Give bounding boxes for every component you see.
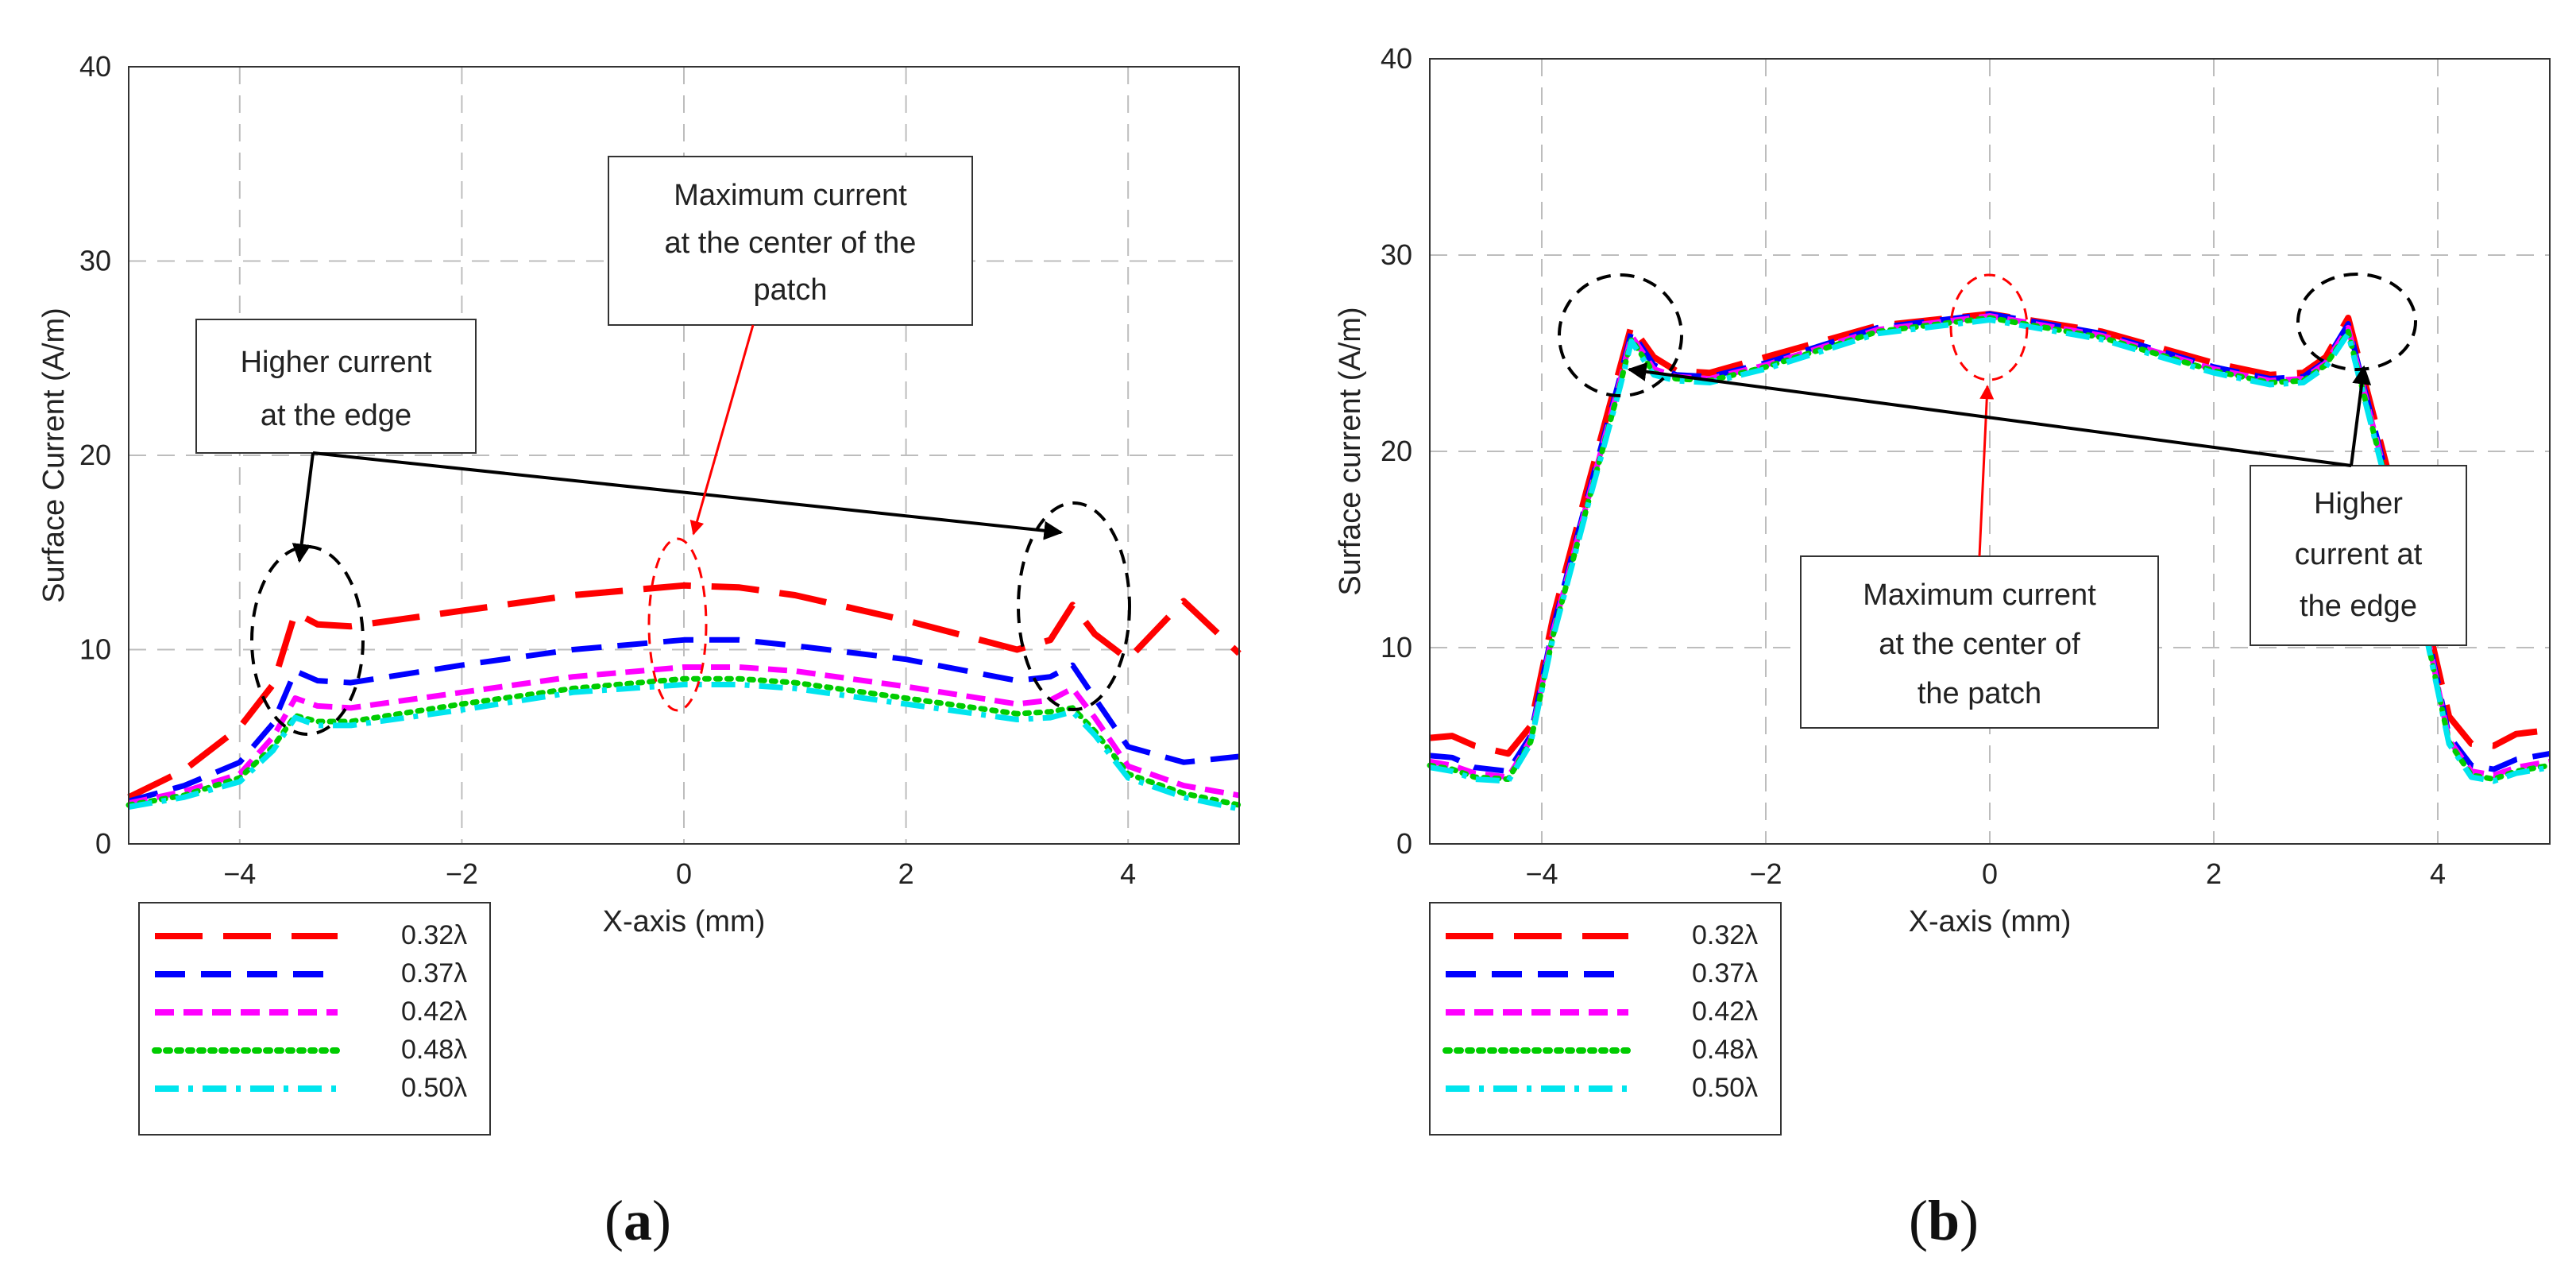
annotation-center-a-line3: patch (754, 273, 828, 307)
panel-label-a-letter: a (624, 1189, 652, 1252)
x-tick-label-b-2: 0 (1982, 857, 1998, 890)
annotation-box-edge-a (195, 319, 477, 454)
annotation-box-center-b (1800, 555, 2159, 729)
legend-label-a-2: 0.42λ (401, 996, 467, 1027)
y-axis-title-a: Surface Current (A/m) (37, 308, 71, 603)
center-marker-a (647, 537, 708, 712)
panel-label-a: (a) (604, 1189, 671, 1252)
panel-label-a-close: ) (652, 1189, 671, 1252)
x-tick-label-b-1: −2 (1749, 857, 1782, 890)
annotation-center-a-line1: Maximum current (674, 179, 907, 212)
annotation-center-b-line1: Maximum current (1863, 578, 2096, 612)
arrow-center-a (689, 324, 755, 536)
legend-label-b-2: 0.42λ (1692, 996, 1758, 1027)
legend-label-a-1: 0.37λ (401, 958, 467, 989)
annotation-center-b-line2: at the center of (1879, 628, 2080, 661)
y-tick-labels-a: 0 10 20 30 40 (79, 50, 111, 860)
legend-label-a-4: 0.50λ (401, 1073, 467, 1103)
legend-box-b (1429, 902, 1782, 1136)
legend-box-a (138, 902, 491, 1136)
panel-label-b-close: ) (1960, 1189, 1979, 1252)
series-group-a (126, 582, 1242, 812)
chart-panel-a: 0 10 20 30 40 −4 −2 0 2 4 X-axis (mm) Surface Cu… (37, 50, 1242, 1252)
x-tick-label-b-4: 4 (2430, 857, 2446, 890)
annotation-box-edge-b (2250, 465, 2467, 646)
y-tick-label-b-0: 0 (1396, 827, 1412, 860)
legend-label-b-1: 0.37λ (1692, 958, 1758, 989)
series-line-a-0 (127, 582, 1242, 800)
edge-marker-left-a (250, 545, 365, 736)
x-tick-label-a-1: −2 (446, 857, 478, 890)
y-tick-label-a-4: 40 (79, 50, 111, 83)
legend-label-b-4: 0.50λ (1692, 1073, 1758, 1103)
y-tick-label-a-3: 30 (79, 245, 111, 277)
x-tick-labels-a: −4 −2 0 2 4 (223, 857, 1136, 890)
y-tick-label-a-1: 10 (79, 633, 111, 666)
y-tick-label-b-1: 10 (1381, 631, 1412, 664)
y-tick-label-a-2: 20 (79, 439, 111, 471)
x-tick-label-a-2: 0 (676, 857, 692, 890)
annotation-box-center-a (608, 156, 973, 326)
panel-label-a-open: ( (604, 1189, 624, 1252)
x-axis-title-a: X-axis (mm) (603, 905, 766, 938)
legend-label-a-0: 0.32λ (401, 920, 467, 950)
y-tick-label-a-0: 0 (95, 827, 111, 860)
y-axis-title-b: Surface current (A/m) (1334, 307, 1367, 595)
series-line-a-3 (126, 675, 1242, 808)
y-tick-label-b-2: 20 (1381, 435, 1412, 467)
center-marker-b (1949, 273, 2029, 381)
series-line-a-1 (128, 636, 1240, 804)
x-axis-title-b: X-axis (mm) (1909, 905, 2072, 938)
arrow-edge-right-a (312, 451, 1064, 540)
y-tick-labels-b: 0 10 20 30 40 (1381, 42, 1412, 860)
y-tick-label-b-3: 30 (1381, 238, 1412, 271)
series-group-b (1427, 311, 2553, 784)
panel-label-b-letter: b (1928, 1189, 1960, 1252)
annotation-edge-a-line2: at the edge (261, 399, 411, 432)
panel-label-b: (b) (1909, 1189, 1979, 1252)
annotation-center-a-line2: at the center of the (665, 226, 917, 260)
plot-frame-b (1429, 58, 2551, 845)
legend-b: 0.32λ 0.37λ 0.42λ 0.48λ 0.50λ (1442, 920, 1758, 1103)
x-tick-labels-b: −4 −2 0 2 4 (1525, 857, 2446, 890)
legend-a: 0.32λ 0.37λ 0.42λ 0.48λ 0.50λ (152, 920, 467, 1103)
arrow-edge-right-b (2350, 365, 2372, 466)
x-tick-label-a-0: −4 (223, 857, 256, 890)
series-line-b-4 (1429, 317, 2551, 784)
plot-frame-a (128, 66, 1240, 845)
arrow-edge-left-b (1627, 362, 2352, 467)
panel-label-b-open: ( (1909, 1189, 1928, 1252)
edge-marker-left-b (1558, 273, 1683, 397)
annotation-center-b-line3: the patch (1918, 677, 2041, 710)
annotation-edge-b-line3: the edge (2300, 590, 2417, 623)
series-line-a-4 (128, 682, 1240, 812)
series-line-a-2 (128, 664, 1240, 807)
chart-panel-b: 0 10 20 30 40 −4 −2 0 2 4 X-axis (mm) Surface cu… (1334, 42, 2553, 1252)
x-tick-label-b-3: 2 (2206, 857, 2222, 890)
annotation-edge-a-line1: Higher current (241, 346, 432, 379)
legend-label-b-0: 0.32λ (1692, 920, 1758, 950)
annotation-edge-b-line1: Higher (2314, 487, 2403, 520)
x-tick-label-b-0: −4 (1525, 857, 1558, 890)
x-tick-label-a-3: 2 (898, 857, 914, 890)
legend-label-a-3: 0.48λ (401, 1035, 467, 1065)
legend-label-b-3: 0.48λ (1692, 1035, 1758, 1065)
arrow-edge-left-a (292, 452, 315, 563)
x-tick-label-a-4: 4 (1120, 857, 1136, 890)
arrow-center-b (1978, 385, 1995, 557)
edge-marker-right-a (1017, 501, 1131, 711)
y-tick-label-b-4: 40 (1381, 42, 1412, 75)
annotation-edge-b-line2: current at (2295, 538, 2423, 571)
